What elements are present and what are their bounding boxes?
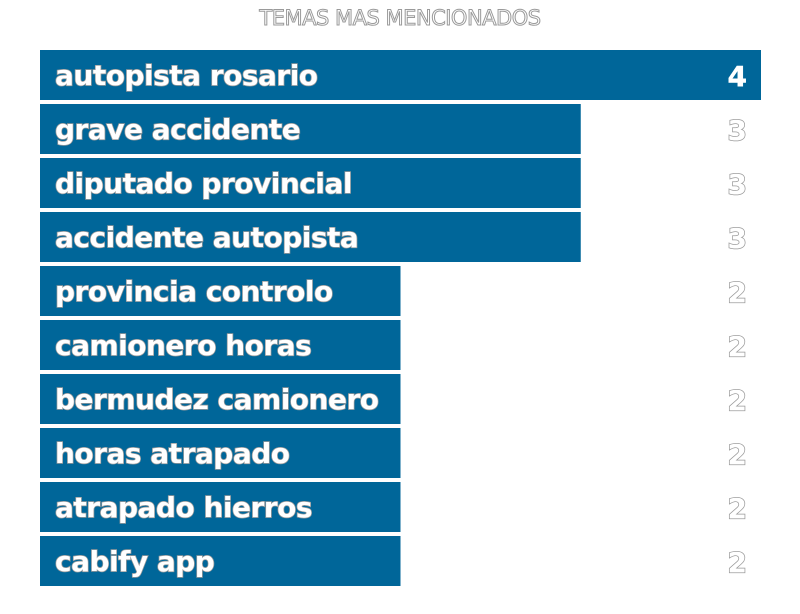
category-label: diputado provincial (55, 167, 352, 200)
bar-provincia-controlo (40, 266, 401, 316)
bar-autopista-rosario (40, 50, 761, 100)
bar-horas-atrapado (40, 428, 401, 478)
category-label: provincia controlo (55, 275, 333, 308)
value-label: 2 (728, 276, 747, 309)
bar-camionero-horas (40, 320, 401, 370)
value-label: 3 (728, 222, 747, 255)
category-label: cabify app (55, 545, 214, 578)
value-label: 2 (728, 438, 747, 471)
bar-atrapado-hierros (40, 482, 401, 532)
bar-diputado-provincial (40, 158, 581, 208)
category-label: autopista rosario (55, 59, 318, 92)
bar-grave-accidente (40, 104, 581, 154)
category-label: horas atrapado (55, 437, 290, 470)
bar-bermudez-camionero (40, 374, 401, 424)
value-label: 3 (728, 114, 747, 147)
category-label: camionero horas (55, 329, 311, 362)
chart-title: TEMAS MAS MENCIONADOS (259, 6, 542, 31)
category-label: bermudez camionero (55, 383, 379, 416)
value-label: 2 (728, 546, 747, 579)
bar-cabify-app (40, 536, 401, 586)
category-label: accidente autopista (55, 221, 358, 254)
bar-accidente-autopista (40, 212, 581, 262)
category-label: atrapado hierros (55, 491, 312, 524)
value-label: 2 (728, 492, 747, 525)
value-label: 4 (728, 60, 747, 93)
value-label: 2 (728, 384, 747, 417)
value-label: 2 (728, 330, 747, 363)
value-label: 3 (728, 168, 747, 201)
category-label: grave accidente (55, 113, 300, 146)
